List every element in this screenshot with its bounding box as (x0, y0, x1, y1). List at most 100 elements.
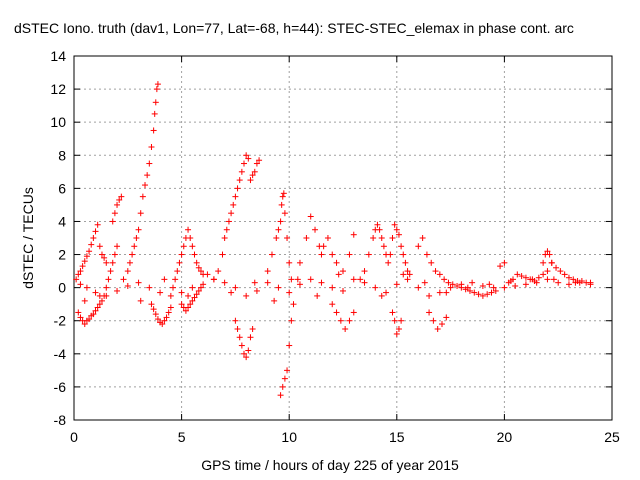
data-point (391, 317, 398, 324)
data-point (432, 268, 439, 275)
data-points (73, 81, 594, 399)
y-tick-label: -2 (54, 313, 67, 329)
data-point (391, 221, 398, 228)
data-point (197, 268, 204, 275)
data-point (221, 279, 228, 286)
data-point (350, 276, 357, 283)
data-point (253, 287, 260, 294)
data-point (236, 177, 243, 184)
data-point (544, 276, 551, 283)
data-point (137, 210, 144, 217)
data-point (553, 264, 560, 271)
data-point (105, 276, 112, 283)
data-point (148, 144, 155, 150)
data-point (221, 235, 228, 241)
data-point (490, 284, 497, 291)
data-point (167, 304, 174, 311)
data-point (279, 193, 286, 200)
data-point (389, 309, 396, 316)
data-point (426, 292, 433, 299)
data-point (286, 342, 293, 349)
data-point (251, 279, 258, 286)
data-point (428, 259, 435, 266)
data-point (139, 193, 146, 200)
data-point (241, 160, 248, 167)
data-point (488, 289, 495, 296)
data-point (185, 292, 192, 299)
data-point (288, 317, 295, 324)
data-point (376, 226, 383, 233)
data-point (96, 243, 103, 250)
chart-title: dSTEC Iono. truth (dav1, Lon=77, Lat=-68… (14, 20, 574, 36)
data-point (387, 251, 394, 258)
data-point (243, 292, 250, 299)
data-point (294, 276, 301, 283)
data-point (307, 276, 314, 283)
y-tick-label: -6 (54, 379, 67, 395)
data-point (161, 317, 168, 324)
x-tick-label: 10 (281, 429, 297, 445)
data-point (361, 279, 368, 286)
data-point (152, 99, 159, 106)
data-point (271, 297, 278, 304)
data-point (154, 316, 161, 323)
data-point (303, 235, 310, 241)
data-point (561, 271, 568, 278)
data-point (357, 276, 364, 283)
data-point (150, 306, 157, 313)
data-point (512, 282, 519, 289)
data-point (251, 168, 258, 175)
data-point (114, 243, 121, 250)
data-point (90, 311, 97, 318)
data-point (385, 259, 392, 266)
data-point (98, 297, 105, 304)
data-point (324, 235, 331, 241)
data-point (191, 294, 198, 301)
data-point (185, 304, 192, 311)
data-point (152, 311, 159, 318)
data-point (238, 342, 245, 349)
data-point (191, 251, 198, 258)
data-point (329, 301, 336, 308)
data-point (81, 297, 88, 304)
y-tick-label: 6 (58, 180, 66, 196)
data-point (232, 317, 239, 324)
grid (73, 55, 613, 421)
data-point (280, 190, 287, 197)
y-tick-label: 10 (50, 114, 66, 130)
data-point (234, 326, 241, 332)
data-point (471, 289, 478, 296)
data-point (361, 268, 368, 275)
data-point (187, 301, 194, 308)
data-point (281, 210, 288, 217)
data-point (236, 334, 243, 341)
data-point (120, 276, 127, 283)
data-point (223, 226, 230, 233)
data-point (96, 292, 103, 299)
data-point (111, 251, 118, 258)
data-point (243, 152, 250, 159)
data-point (398, 317, 405, 324)
data-point (400, 271, 407, 278)
data-point (169, 284, 176, 291)
data-point (86, 316, 93, 323)
data-point (443, 289, 450, 296)
data-point (286, 289, 293, 296)
data-point (378, 292, 385, 299)
data-point (249, 172, 256, 179)
data-point (133, 235, 140, 241)
data-point (163, 314, 170, 321)
data-point (454, 282, 461, 289)
data-point (466, 287, 473, 294)
data-point (256, 157, 263, 164)
data-point (290, 301, 297, 308)
data-point (395, 231, 402, 238)
data-point (555, 279, 562, 286)
y-tick-label: 14 (50, 48, 66, 64)
data-point (587, 281, 594, 288)
data-point (247, 334, 254, 341)
data-point (253, 160, 260, 167)
data-point (165, 309, 172, 316)
data-point (161, 276, 168, 283)
data-point (278, 201, 285, 208)
